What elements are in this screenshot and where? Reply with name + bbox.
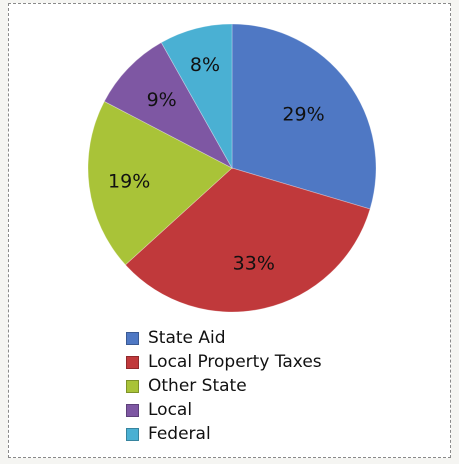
legend-item-local-property-taxes: Local Property Taxes <box>126 350 426 374</box>
legend-label-local: Local <box>148 400 193 420</box>
pie-slice-other-state <box>87 100 233 266</box>
slice-label-local-property-taxes: 33% <box>233 252 275 274</box>
legend-swatch-local <box>126 403 139 417</box>
legend-item-local: Local <box>126 398 426 422</box>
legend-item-federal: Federal <box>126 422 426 446</box>
pie-slice-state-aid <box>231 23 377 210</box>
pie-slice-federal <box>160 23 233 170</box>
legend-label-other-state: Other State <box>148 376 247 396</box>
slice-label-other-state: 19% <box>108 170 150 192</box>
legend-label-state-aid: State Aid <box>148 328 226 348</box>
legend-item-other-state: Other State <box>126 374 426 398</box>
legend-label-federal: Federal <box>148 424 211 444</box>
legend-swatch-other-state <box>126 379 139 393</box>
slice-label-state-aid: 29% <box>282 104 324 126</box>
pie-slice-labels: 29% 33% 19% 9% 8% <box>108 54 325 275</box>
legend-label-local-property-taxes: Local Property Taxes <box>148 352 322 372</box>
legend: State Aid Local Property Taxes Other Sta… <box>126 326 426 446</box>
slice-label-federal: 8% <box>190 54 220 76</box>
legend-swatch-federal <box>126 427 139 441</box>
legend-item-state-aid: State Aid <box>126 326 426 350</box>
pie-slice-local-property-taxes <box>124 167 371 313</box>
legend-swatch-state-aid <box>126 331 139 345</box>
pie-slices <box>87 23 377 313</box>
slice-label-local: 9% <box>147 89 177 111</box>
pie-slice-local <box>103 41 234 169</box>
legend-swatch-local-property-taxes <box>126 355 139 369</box>
